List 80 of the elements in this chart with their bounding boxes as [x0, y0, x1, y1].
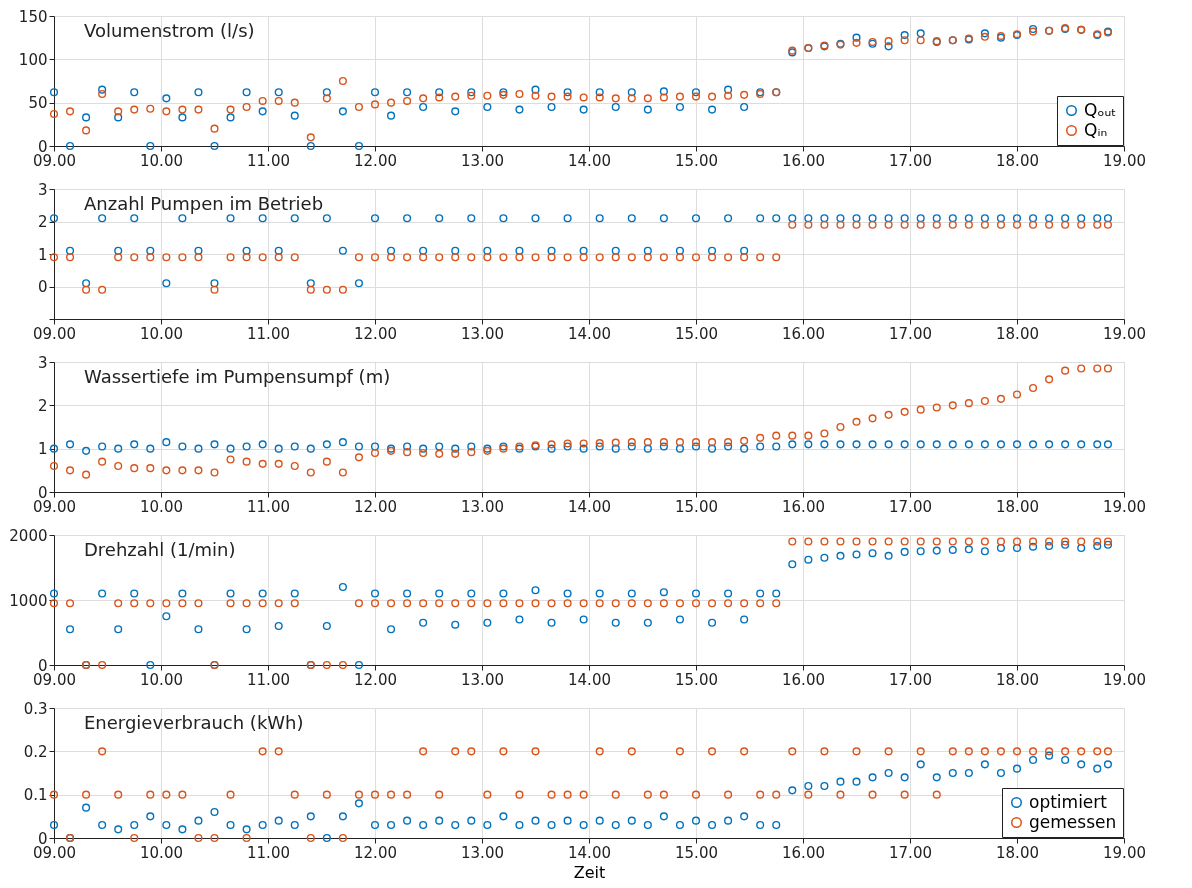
x-tick-label: 15.00: [675, 670, 718, 689]
x-tick-label: 15.00: [675, 497, 718, 516]
x-tick-label: 19.00: [1103, 151, 1146, 170]
x-tick-label: 14.00: [568, 843, 611, 862]
y-tick-label: 50: [28, 94, 48, 113]
x-tick-label: 18.00: [996, 151, 1039, 170]
x-tick-label: 10.00: [140, 324, 183, 343]
y-tick-label: 2: [37, 396, 48, 415]
x-tick-label: 12.00: [354, 497, 397, 516]
x-tick-label: 09.00: [33, 324, 76, 343]
legend-label: gemessen: [1029, 811, 1117, 832]
x-tick-label: 10.00: [140, 497, 183, 516]
y-tick-label: 3: [37, 353, 48, 372]
x-tick-label: 18.00: [996, 843, 1039, 862]
x-tick-label: 14.00: [568, 497, 611, 516]
x-tick-label: 09.00: [33, 151, 76, 170]
x-tick-label: 15.00: [675, 324, 718, 343]
x-tick-label: 17.00: [889, 497, 932, 516]
y-tick-label: 1: [37, 245, 48, 264]
x-tick-label: 17.00: [889, 324, 932, 343]
y-tick-label: 3: [37, 180, 48, 199]
x-tick-label: 17.00: [889, 843, 932, 862]
chart-title: Energieverbrauch (kWh): [84, 712, 304, 733]
y-tick-label: 0.1: [23, 786, 48, 805]
y-tick-label: 1000: [9, 591, 48, 610]
chart-title: Volumenstrom (l/s): [84, 20, 255, 41]
x-tick-label: 18.00: [996, 497, 1039, 516]
x-tick-label: 16.00: [782, 324, 825, 343]
x-tick-label: 13.00: [461, 324, 504, 343]
chart-title: Anzahl Pumpen im Betrieb: [84, 193, 324, 214]
y-tick-label: 2000: [9, 526, 48, 545]
legend-label: Qᵢₙ: [1084, 119, 1108, 140]
x-tick-label: 16.00: [782, 843, 825, 862]
y-tick-label: 0: [37, 278, 48, 296]
x-tick-label: 12.00: [354, 670, 397, 689]
x-tick-label: 18.00: [996, 324, 1039, 343]
x-tick-label: 19.00: [1103, 497, 1146, 516]
x-tick-label: 16.00: [782, 151, 825, 170]
x-tick-label: 13.00: [461, 151, 504, 170]
y-tick-label: 1: [37, 440, 48, 459]
x-tick-label: 11.00: [247, 324, 290, 343]
y-tick-label: 150: [18, 7, 48, 26]
x-tick-label: 12.00: [354, 151, 397, 170]
x-tick-label: 16.00: [782, 670, 825, 689]
y-tick-label: 0.3: [23, 699, 48, 718]
legend-label: optimiert: [1029, 791, 1108, 812]
x-tick-label: 12.00: [354, 324, 397, 343]
x-tick-label: 13.00: [461, 497, 504, 516]
x-tick-label: 18.00: [996, 670, 1039, 689]
x-tick-label: 16.00: [782, 497, 825, 516]
chart-title: Drehzahl (1/min): [84, 539, 236, 560]
x-tick-label: 10.00: [140, 151, 183, 170]
y-tick-label: 0.2: [23, 742, 48, 761]
x-tick-label: 15.00: [675, 843, 718, 862]
x-tick-label: 11.00: [247, 497, 290, 516]
x-tick-label: 10.00: [140, 670, 183, 689]
x-tick-label: 19.00: [1103, 324, 1146, 343]
x-tick-label: 14.00: [568, 324, 611, 343]
legend-label: Qₒᵤₜ: [1084, 99, 1117, 120]
x-tick-label: 14.00: [568, 670, 611, 689]
x-tick-label: 09.00: [33, 670, 76, 689]
y-tick-label: 100: [18, 50, 48, 69]
x-tick-label: 19.00: [1103, 670, 1146, 689]
x-tick-label: 14.00: [568, 151, 611, 170]
x-tick-label: 10.00: [140, 843, 183, 862]
x-tick-label: 13.00: [461, 843, 504, 862]
x-tick-label: 17.00: [889, 151, 932, 170]
x-tick-label: 12.00: [354, 843, 397, 862]
x-tick-label: 19.00: [1103, 843, 1146, 862]
chart-title: Wassertiefe im Pumpensumpf (m): [84, 366, 391, 387]
x-tick-label: 17.00: [889, 670, 932, 689]
x-tick-label: 09.00: [33, 497, 76, 516]
x-tick-label: 11.00: [247, 843, 290, 862]
x-tick-label: 15.00: [675, 151, 718, 170]
x-tick-label: 13.00: [461, 670, 504, 689]
x-tick-label: 09.00: [33, 843, 76, 862]
y-tick-label: 2: [37, 213, 48, 231]
x-tick-label: 11.00: [247, 151, 290, 170]
x-axis-title: Zeit: [573, 862, 606, 882]
x-tick-label: 11.00: [247, 670, 290, 689]
